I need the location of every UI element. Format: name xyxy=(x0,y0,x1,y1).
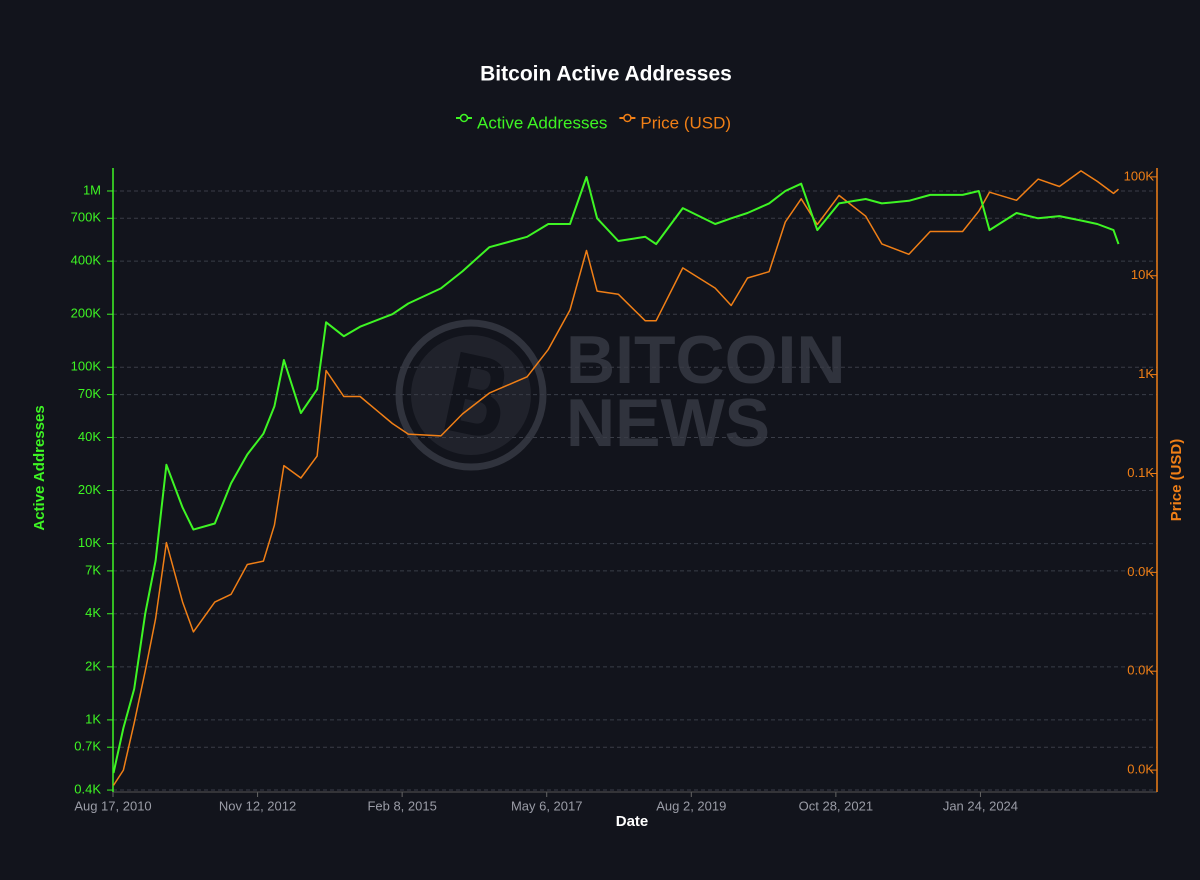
y-tick-label: 4K xyxy=(85,605,101,620)
y-tick-label: 1M xyxy=(83,182,101,197)
x-tick-label: May 6, 2017 xyxy=(511,798,583,813)
legend-label: Active Addresses xyxy=(477,113,607,132)
watermark-logo xyxy=(444,351,505,436)
y-tick-label: 10K xyxy=(78,535,101,550)
y-axis-title: Active Addresses xyxy=(31,405,48,530)
y-tick-label: 70K xyxy=(78,386,101,401)
y-tick-label: 400K xyxy=(71,253,102,268)
legend: Active Addresses Price (USD) xyxy=(456,113,731,132)
x-tick-label: Jan 24, 2024 xyxy=(943,798,1018,813)
legend-item[interactable]: Price (USD) xyxy=(619,113,731,132)
x-axis-title: Date xyxy=(616,813,649,830)
y-tick-label: 40K xyxy=(78,429,101,444)
y2-tick-label: 1K xyxy=(1138,366,1154,381)
y-tick-label: 7K xyxy=(85,562,101,577)
legend-label: Price (USD) xyxy=(640,113,731,132)
x-tick-label: Aug 2, 2019 xyxy=(656,798,726,813)
y-tick-label: 0.4K xyxy=(74,781,101,796)
y-tick-label: 100K xyxy=(71,359,102,374)
y2-tick-label: 10K xyxy=(1131,267,1154,282)
y-tick-label: 20K xyxy=(78,482,101,497)
y2-axis-title: Price (USD) xyxy=(1168,439,1185,522)
data-line xyxy=(112,170,1119,786)
y-tick-label: 1K xyxy=(85,711,101,726)
x-tick-label: Aug 17, 2010 xyxy=(74,798,151,813)
data-line xyxy=(112,176,1120,774)
legend-marker xyxy=(623,113,632,123)
y2-tick-label: 0.0K xyxy=(1127,564,1154,579)
legend-item[interactable]: Active Addresses xyxy=(456,113,607,132)
y2-tick-label: 0.0K xyxy=(1127,663,1154,678)
watermark-text: BITCOIN xyxy=(566,322,846,398)
y-tick-label: 2K xyxy=(85,658,101,673)
y-tick-label: 200K xyxy=(71,306,102,321)
x-tick-label: Nov 12, 2012 xyxy=(219,798,296,813)
legend-marker xyxy=(459,113,469,123)
y-tick-label: 700K xyxy=(71,210,102,225)
x-tick-label: Oct 28, 2021 xyxy=(799,798,873,813)
y2-tick-label: 100K xyxy=(1124,168,1155,183)
y2-tick-label: 0.1K xyxy=(1127,465,1154,480)
y2-tick-label: 0.0K xyxy=(1127,762,1154,777)
watermark-text: NEWS xyxy=(566,385,770,461)
chart-title: Bitcoin Active Addresses xyxy=(480,63,732,86)
x-tick-label: Feb 8, 2015 xyxy=(367,798,436,813)
y-tick-label: 0.7K xyxy=(74,739,101,754)
